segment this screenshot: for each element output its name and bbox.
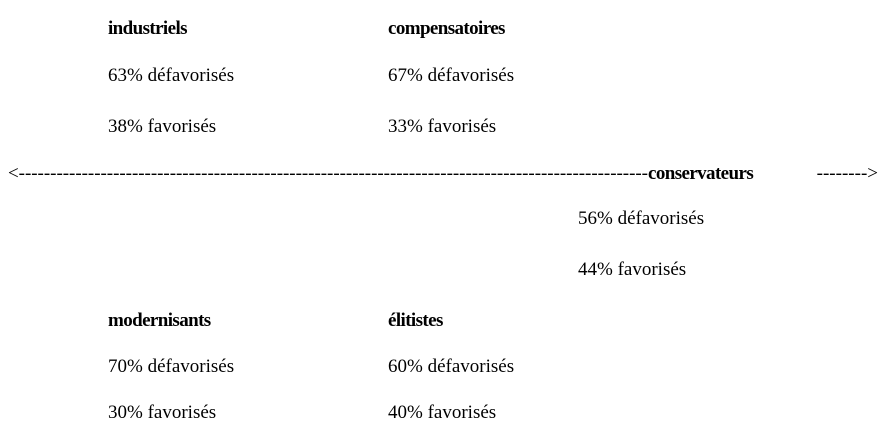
axis-line: 44% favorisés — [578, 259, 686, 280]
group-line: 60% défavorisés — [388, 356, 514, 377]
group-line: 63% défavorisés — [108, 65, 234, 86]
group-title: industriels — [108, 18, 187, 39]
group-line: 38% favorisés — [108, 116, 216, 137]
group-line: 30% favorisés — [108, 402, 216, 421]
group-line: 40% favorisés — [388, 402, 496, 421]
group-title: compensatoires — [388, 18, 505, 39]
group-line: 70% défavorisés — [108, 356, 234, 377]
group-title: modernisants — [108, 310, 211, 331]
axis-right: --------> — [817, 163, 878, 184]
group-line: 67% défavorisés — [388, 65, 514, 86]
group-title: élitistes — [388, 310, 443, 331]
group-line: 33% favorisés — [388, 116, 496, 137]
axis-label: conservateurs — [648, 163, 753, 184]
axis-left: <---------------------------------------… — [8, 163, 648, 184]
axis-line: 56% défavorisés — [578, 208, 704, 229]
